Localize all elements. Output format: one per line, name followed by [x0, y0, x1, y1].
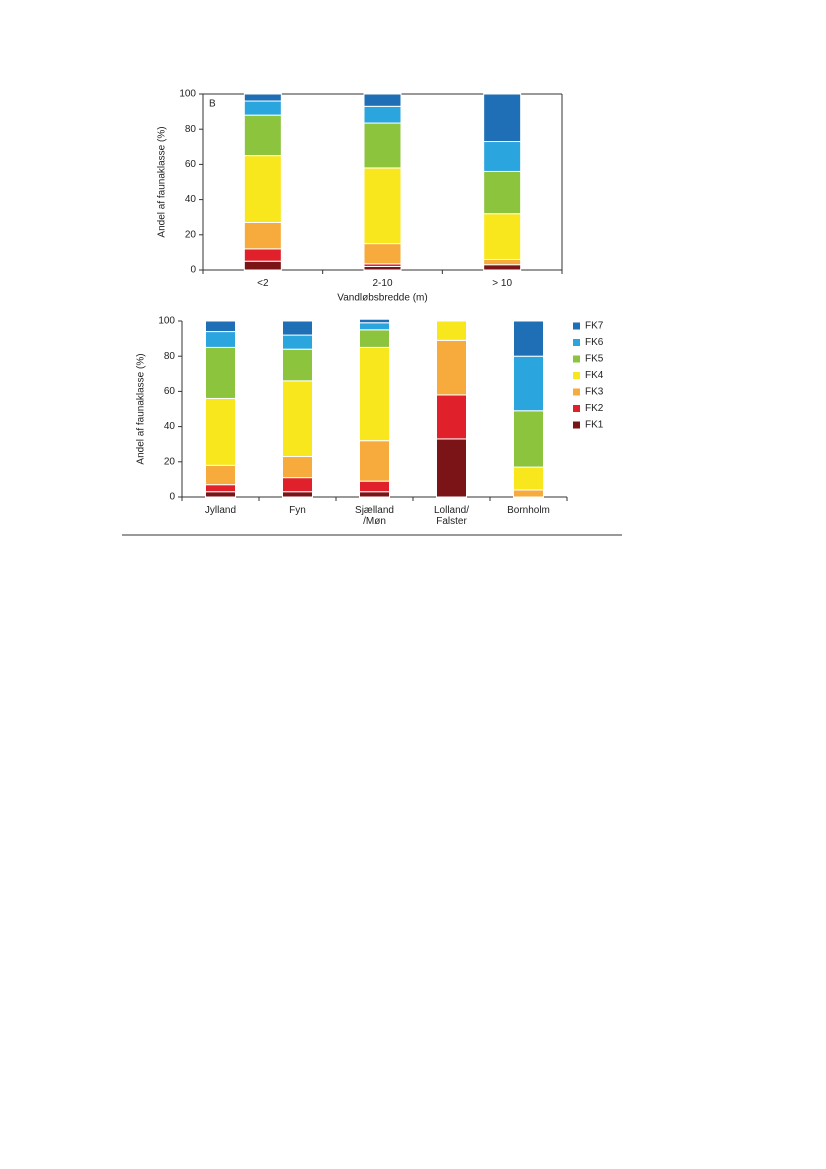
- legend-label: FK3: [585, 387, 604, 398]
- bar-segment: [282, 456, 313, 479]
- bar-segment: [205, 484, 236, 493]
- x-tick-label: Jylland: [204, 505, 237, 516]
- bar-segment: [513, 466, 544, 491]
- bar-segment: [359, 491, 390, 498]
- bar-segment: [513, 320, 544, 357]
- bar-segment: [483, 213, 522, 260]
- bar-segment: [436, 438, 467, 498]
- bar-segment: [363, 243, 402, 265]
- legend-label: FK2: [585, 403, 604, 414]
- panel-label: B: [209, 99, 216, 110]
- bar-segment: [513, 410, 544, 468]
- bar-segment: [205, 320, 236, 333]
- bar-segment: [205, 464, 236, 486]
- bar-segment: [205, 331, 236, 348]
- bar-segment: [282, 320, 313, 336]
- bar-segment: [483, 170, 522, 215]
- bar-segment: [363, 105, 402, 124]
- y-tick-label: 40: [164, 421, 176, 432]
- bar-segment: [483, 258, 522, 266]
- bar-segment: [282, 477, 313, 493]
- legend-swatch: [573, 388, 580, 396]
- bar-segment: [363, 265, 402, 271]
- x-tick-label: > 10: [492, 278, 513, 289]
- bar-segment: [436, 394, 467, 440]
- bar-segment: [282, 491, 313, 498]
- x-tick-label: Bornholm: [507, 505, 550, 516]
- bar-segment: [363, 122, 402, 169]
- bar-segment: [243, 248, 282, 262]
- y-axis-label: Andel af faunaklasse (%): [157, 126, 168, 237]
- bar-segment: [282, 348, 313, 382]
- x-tick-label: <2: [257, 278, 269, 289]
- legend-swatch: [573, 322, 580, 330]
- y-tick-label: 0: [169, 492, 175, 503]
- bar-segment: [282, 334, 313, 350]
- legend-swatch: [573, 339, 580, 346]
- bar-segment: [483, 264, 522, 271]
- bar-segment: [282, 380, 313, 458]
- bar-segment: [243, 221, 282, 250]
- bar-segment: [243, 155, 282, 223]
- y-tick-label: 0: [190, 265, 196, 276]
- x-tick-label: Fyn: [289, 505, 306, 516]
- y-tick-label: 100: [179, 89, 196, 100]
- legend-label: FK5: [585, 354, 604, 365]
- bar-segment: [243, 114, 282, 157]
- bar-segment: [363, 93, 402, 107]
- bar-segment: [483, 93, 522, 143]
- legend-swatch: [573, 355, 580, 363]
- bar-segment: [359, 440, 390, 482]
- bar-segment: [243, 100, 282, 116]
- y-tick-label: 20: [164, 456, 176, 467]
- x-tick-label: 2-10: [372, 278, 393, 289]
- bar-segment: [359, 322, 390, 331]
- bar-segment: [359, 318, 390, 324]
- bar-segment: [205, 346, 236, 399]
- bar-segment: [359, 480, 390, 493]
- bar-segment: [359, 346, 390, 442]
- legend-swatch: [573, 372, 580, 379]
- x-tick-label: Lolland/ Falster: [433, 505, 470, 527]
- bar-segment: [436, 320, 467, 341]
- legend-swatch: [573, 405, 580, 412]
- y-axis-label: Andel af faunaklasse (%): [136, 353, 147, 464]
- bar-segment: [513, 355, 544, 412]
- bar-segment: [483, 141, 522, 172]
- legend-label: FK1: [585, 420, 604, 431]
- bar-segment: [359, 329, 390, 348]
- bar-segment: [243, 260, 282, 271]
- bar-segment: [436, 339, 467, 396]
- x-axis-label: Vandløbsbredde (m): [337, 293, 427, 304]
- legend-label: FK7: [585, 321, 604, 332]
- x-tick-label: Sjælland /Møn: [355, 505, 394, 527]
- legend-label: FK4: [585, 370, 604, 381]
- bar-segment: [363, 167, 402, 245]
- y-tick-label: 60: [164, 386, 176, 397]
- y-tick-label: 40: [185, 194, 197, 205]
- legend-swatch: [573, 421, 580, 429]
- y-tick-label: 20: [185, 229, 197, 240]
- bar-segment: [205, 491, 236, 498]
- bar-segment: [205, 397, 236, 466]
- y-tick-label: 80: [164, 351, 176, 362]
- bar-segment: [243, 93, 282, 102]
- legend-label: FK6: [585, 337, 604, 348]
- bar-segment: [513, 489, 544, 498]
- y-tick-label: 80: [185, 124, 197, 135]
- y-tick-label: 60: [185, 159, 197, 170]
- y-tick-label: 100: [158, 316, 175, 327]
